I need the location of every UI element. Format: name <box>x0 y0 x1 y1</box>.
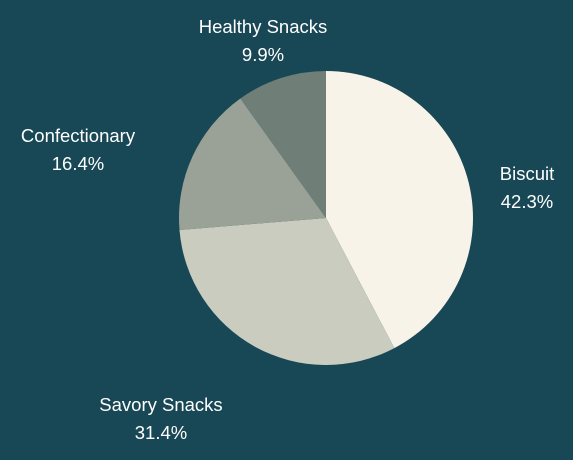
pie-slice-confectionary <box>179 98 326 230</box>
slice-percent-savory-snacks: 31.4% <box>135 422 187 443</box>
slice-percent-biscuit: 42.3% <box>501 191 553 212</box>
slice-percent-healthy-snacks: 9.9% <box>242 44 284 65</box>
pie-slices <box>179 71 473 365</box>
pie-labels: Biscuit 42.3% Savory Snacks 31.4% Confection… <box>21 16 554 443</box>
slice-label-confectionary: Confectionary <box>21 125 136 146</box>
slice-label-healthy-snacks: Healthy Snacks <box>199 16 328 37</box>
pie-slice-savory-snacks <box>179 218 395 365</box>
slice-label-savory-snacks: Savory Snacks <box>99 394 222 415</box>
pie-slice-healthy-snacks <box>240 71 326 218</box>
pie-slice-biscuit <box>326 71 473 349</box>
slice-label-biscuit: Biscuit <box>500 163 555 184</box>
slice-percent-confectionary: 16.4% <box>52 153 104 174</box>
